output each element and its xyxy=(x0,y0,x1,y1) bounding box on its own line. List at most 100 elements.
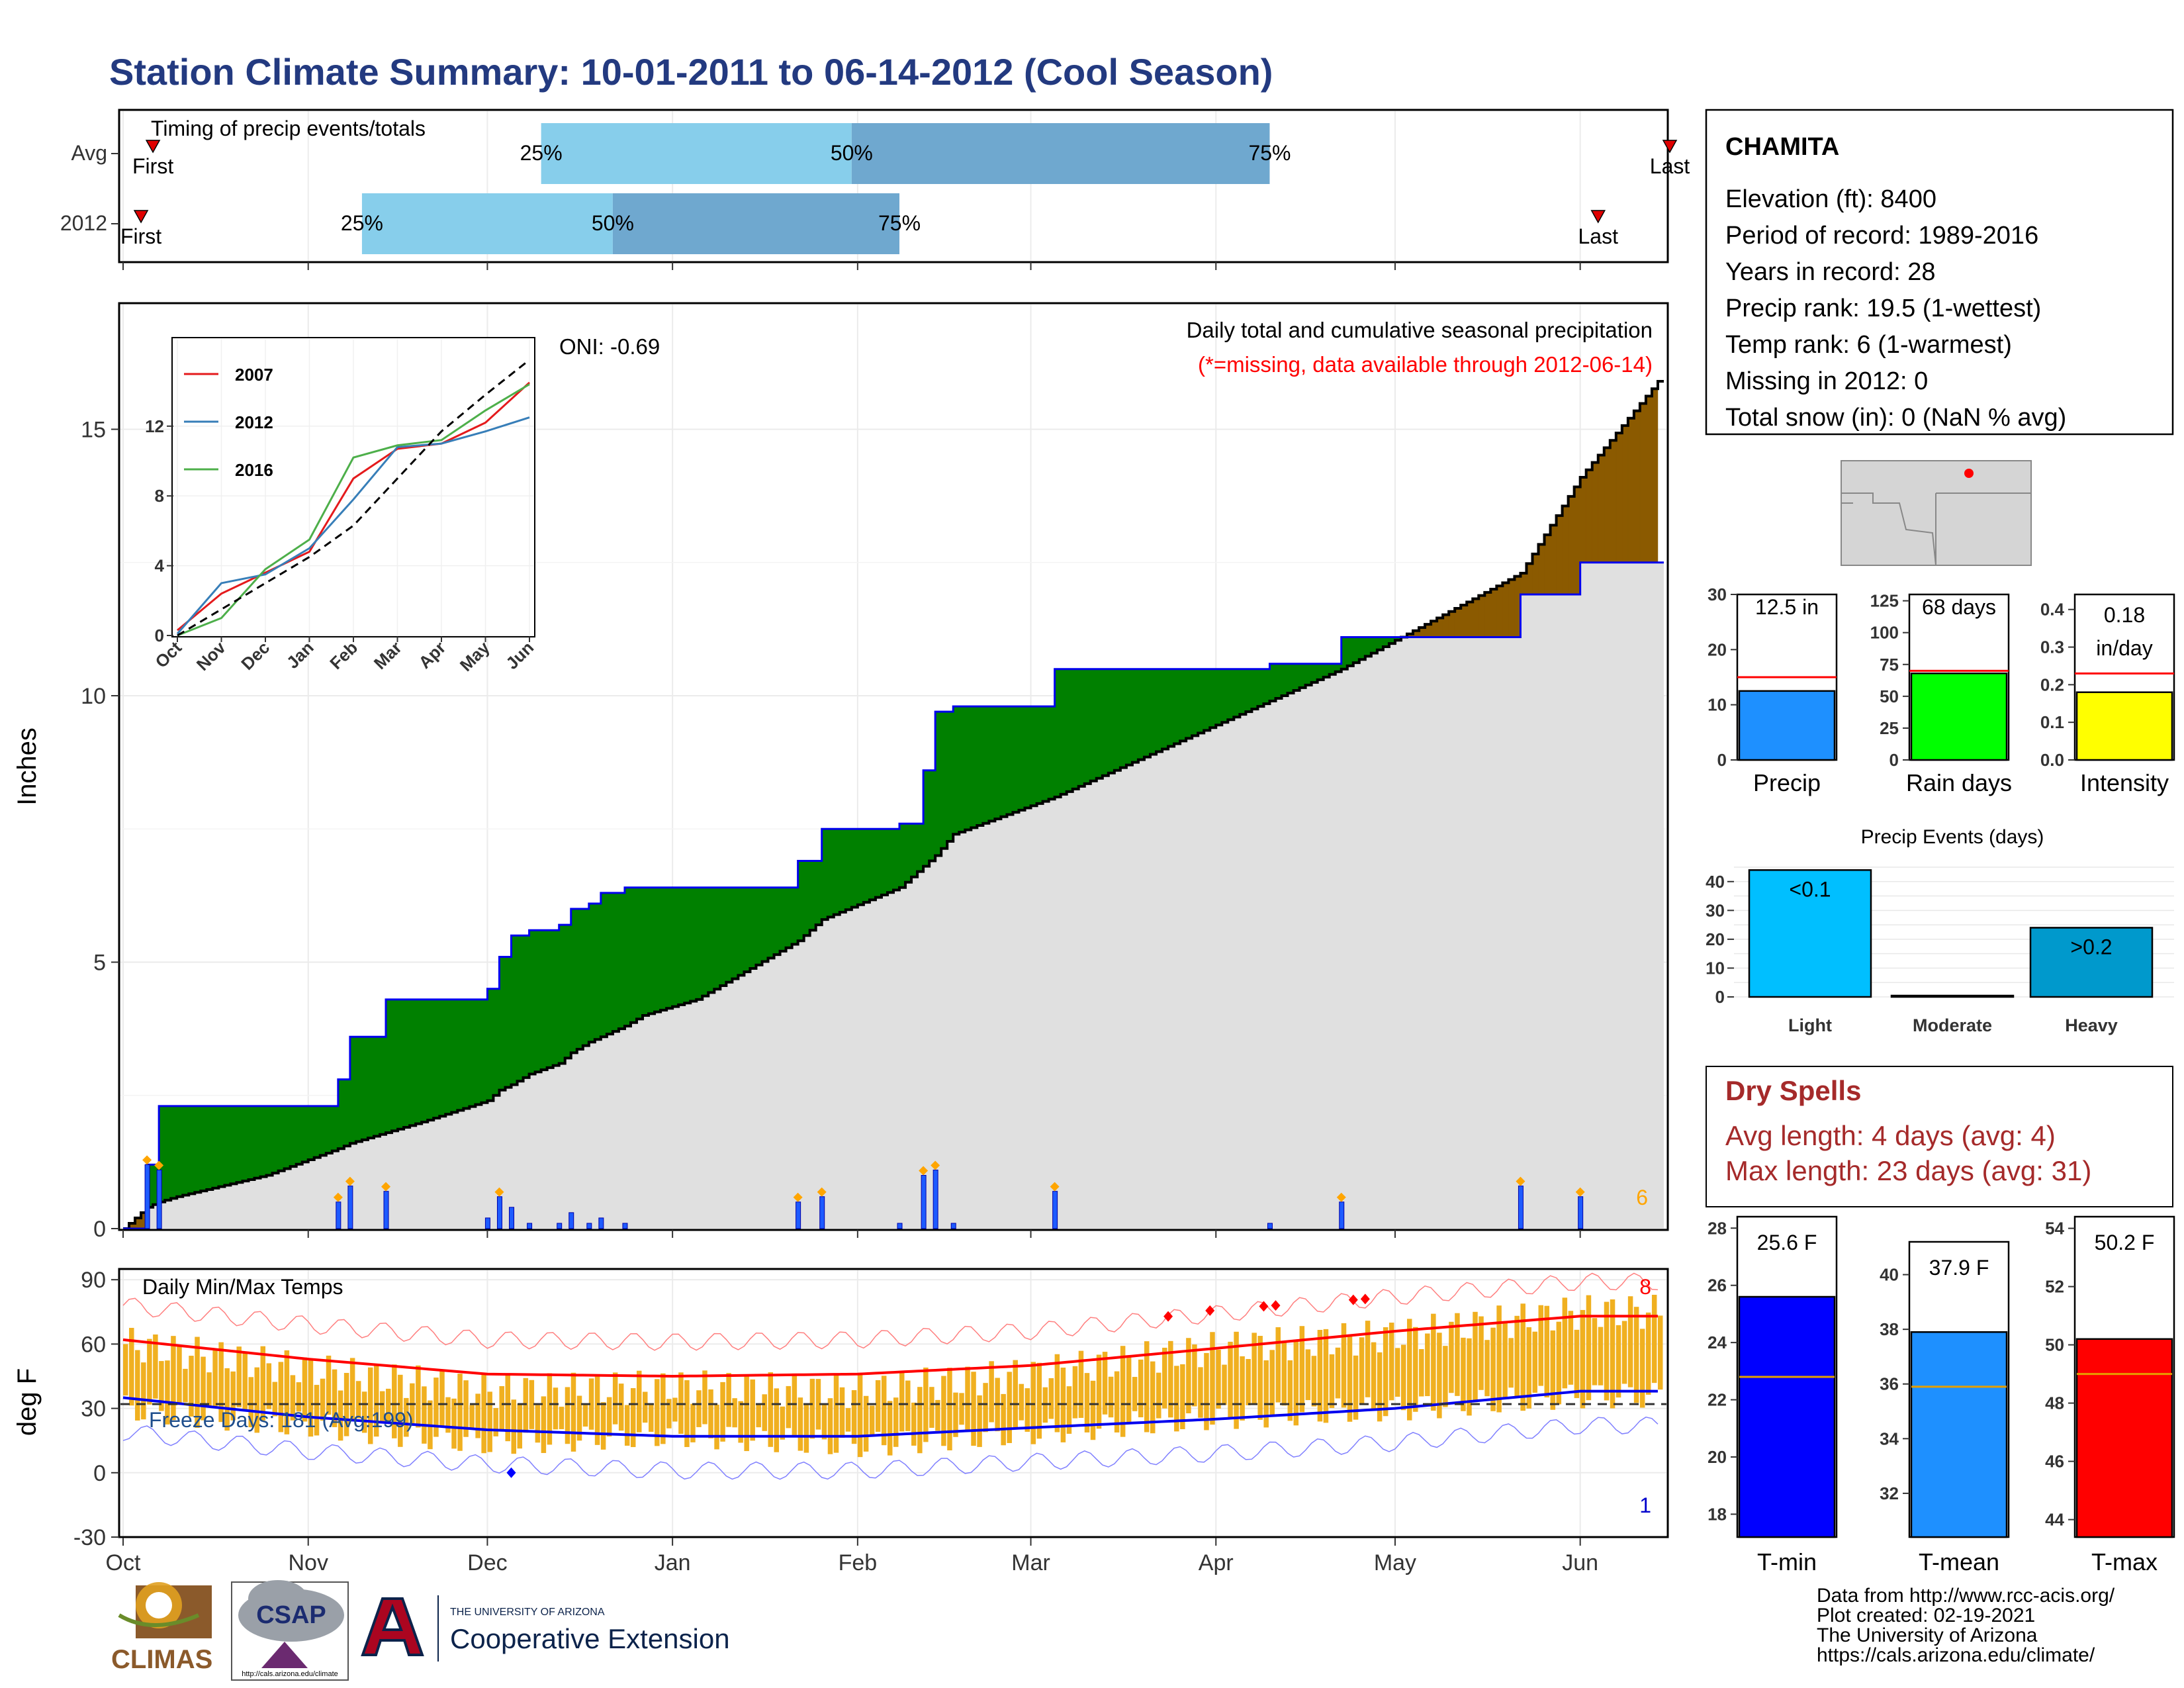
temp-average-min-line xyxy=(122,1389,1658,1438)
summary-value-rain-days: 68 days xyxy=(1922,595,1996,619)
temp-day-bar-30 xyxy=(302,1357,308,1422)
temp-record-high-marker-1 xyxy=(1205,1305,1215,1316)
temp-day-bar-182 xyxy=(1210,1332,1215,1425)
temp-day-bar-218 xyxy=(1425,1333,1430,1397)
temp-day-bar-199 xyxy=(1311,1356,1317,1407)
temp-day-bar-109 xyxy=(774,1388,780,1452)
temp-day-bar-54 xyxy=(445,1397,451,1433)
temp-day-bar-38 xyxy=(349,1358,355,1421)
timing-pct-label-1-0: 25% xyxy=(341,211,383,235)
temp-bar-ytick-label-tmax-4: 52 xyxy=(2045,1277,2064,1297)
temp-day-bar-17 xyxy=(224,1368,230,1431)
footer-line-university: The University of Arizona xyxy=(1817,1624,2038,1646)
inset-legend: 2007 2012 2016 xyxy=(184,365,273,480)
temp-day-bar-127 xyxy=(881,1376,887,1446)
temp-day-bar-120 xyxy=(839,1387,845,1438)
daily-precip-marker-20 xyxy=(793,1192,803,1202)
temp-day-bar-63 xyxy=(499,1385,504,1430)
month-xtick-label-4: Feb xyxy=(839,1550,878,1575)
temp-day-bar-5 xyxy=(153,1334,158,1399)
temp-day-bar-128 xyxy=(887,1401,893,1456)
temp-day-bar-61 xyxy=(487,1391,492,1452)
cum-y-ticks: 0 5 10 15 xyxy=(81,418,1581,1242)
temp-day-bar-114 xyxy=(803,1404,809,1453)
temp-day-bar-156 xyxy=(1054,1354,1060,1432)
temp-day-bar-191 xyxy=(1263,1360,1269,1428)
temp-day-bar-237 xyxy=(1538,1305,1544,1386)
temp-day-bar-143 xyxy=(977,1395,982,1447)
temp-day-bar-67 xyxy=(523,1378,529,1433)
csap-logo-text: CSAP xyxy=(256,1601,326,1629)
station-name: CHAMITA xyxy=(1725,133,1839,161)
temp-day-bar-220 xyxy=(1437,1333,1442,1419)
temp-record-high-marker-0 xyxy=(1163,1311,1173,1322)
temp-day-bar-255 xyxy=(1645,1312,1651,1395)
freeze-days-label: Freeze Days: 181 (Avg:199) xyxy=(149,1408,414,1432)
temp-day-bar-116 xyxy=(815,1379,821,1430)
temp-day-bar-126 xyxy=(875,1380,881,1432)
daily-precip-bar-27 xyxy=(1267,1223,1273,1229)
climas-logo-text: CLIMAS xyxy=(111,1645,212,1674)
temp-day-bar-243 xyxy=(1574,1329,1580,1399)
oni-label: ONI: -0.69 xyxy=(559,334,660,359)
temp-bar-value-tmin: 25.6 F xyxy=(1757,1231,1817,1254)
temp-day-bar-181 xyxy=(1204,1352,1209,1430)
temp-record-high-marker-2 xyxy=(1259,1301,1269,1312)
temp-day-bar-236 xyxy=(1532,1331,1537,1393)
temp-bar-ytick-label-tmax-5: 54 xyxy=(2045,1219,2064,1239)
daily-precip-bar-15 xyxy=(586,1223,592,1229)
daily-precip-bars xyxy=(142,1155,1585,1229)
temp-day-bar-252 xyxy=(1627,1296,1633,1387)
temp-day-bar-2 xyxy=(135,1350,140,1421)
ua-logo: THE UNIVERSITY OF ARIZONA Cooperative Ex… xyxy=(361,1595,730,1662)
temp-day-bar-108 xyxy=(768,1372,774,1447)
timing-panel: 25% 50% 75% First Last 25% 50% 75% First Last Tim… xyxy=(60,109,1690,270)
temp-day-bar-42 xyxy=(373,1364,379,1437)
temp-day-bar-185 xyxy=(1228,1341,1233,1419)
temp-day-bar-164 xyxy=(1102,1352,1108,1415)
cum-panel-frame xyxy=(118,302,1669,1231)
temp-day-bar-97 xyxy=(702,1370,707,1425)
daily-precip-bar-16 xyxy=(598,1217,604,1229)
temp-day-bar-213 xyxy=(1394,1348,1400,1397)
timing-pct-label-0-1: 50% xyxy=(831,141,873,165)
timing-first-marker-1 xyxy=(133,210,149,224)
summary-ytick-label-intensity-1: 0.1 xyxy=(2040,712,2064,732)
temp-day-bar-111 xyxy=(786,1385,792,1429)
temp-day-bar-105 xyxy=(750,1379,755,1441)
temp-day-bar-9 xyxy=(177,1344,182,1405)
timing-last-marker-0 xyxy=(1662,140,1678,154)
temp-day-bar-163 xyxy=(1096,1354,1102,1429)
daily-precip-marker-28 xyxy=(1336,1192,1346,1202)
csap-logo-cloud-top xyxy=(248,1580,308,1617)
temp-day-bar-231 xyxy=(1502,1321,1508,1397)
temp-day-bar-193 xyxy=(1275,1327,1281,1403)
temp-day-bar-207 xyxy=(1359,1337,1365,1404)
events-category-label-2: Heavy xyxy=(2065,1015,2118,1035)
timing-pct-label-1-2: 75% xyxy=(878,211,921,235)
temp-day-bar-147 xyxy=(1001,1393,1006,1446)
temp-day-bar-55 xyxy=(451,1398,457,1449)
temp-day-bar-195 xyxy=(1287,1360,1293,1421)
inset-gridlines xyxy=(173,339,533,636)
dry-spells-max: Max length: 23 days (avg: 31) xyxy=(1725,1155,2091,1186)
station-line-temp-rank: Temp rank: 6 (1-warmest) xyxy=(1725,331,2012,359)
daily-precip-bar-10 xyxy=(496,1196,502,1229)
temp-day-bar-216 xyxy=(1413,1327,1418,1412)
temp-bar-ytick-label-tmax-2: 48 xyxy=(2045,1393,2064,1413)
temp-record-high-marker-4 xyxy=(1348,1294,1358,1305)
temp-day-bar-229 xyxy=(1490,1327,1496,1411)
dry-spells-frame xyxy=(1706,1066,2173,1207)
temp-day-bar-47 xyxy=(404,1397,409,1437)
temp-day-bar-233 xyxy=(1514,1315,1520,1397)
summary-ytick-label-rain_days-5: 125 xyxy=(1870,591,1899,611)
events-category-label-1: Moderate xyxy=(1913,1015,1992,1035)
temp-day-bar-212 xyxy=(1388,1323,1394,1401)
cum-ytick-label-1: 5 xyxy=(93,951,106,976)
summary-label-intensity: Intensity xyxy=(2080,769,2169,796)
daily-precip-bar-7 xyxy=(383,1191,389,1229)
temp-day-bar-6 xyxy=(159,1361,164,1411)
station-line-period: Period of record: 1989-2016 xyxy=(1725,222,2038,250)
daily-precip-marker-7 xyxy=(381,1182,391,1192)
